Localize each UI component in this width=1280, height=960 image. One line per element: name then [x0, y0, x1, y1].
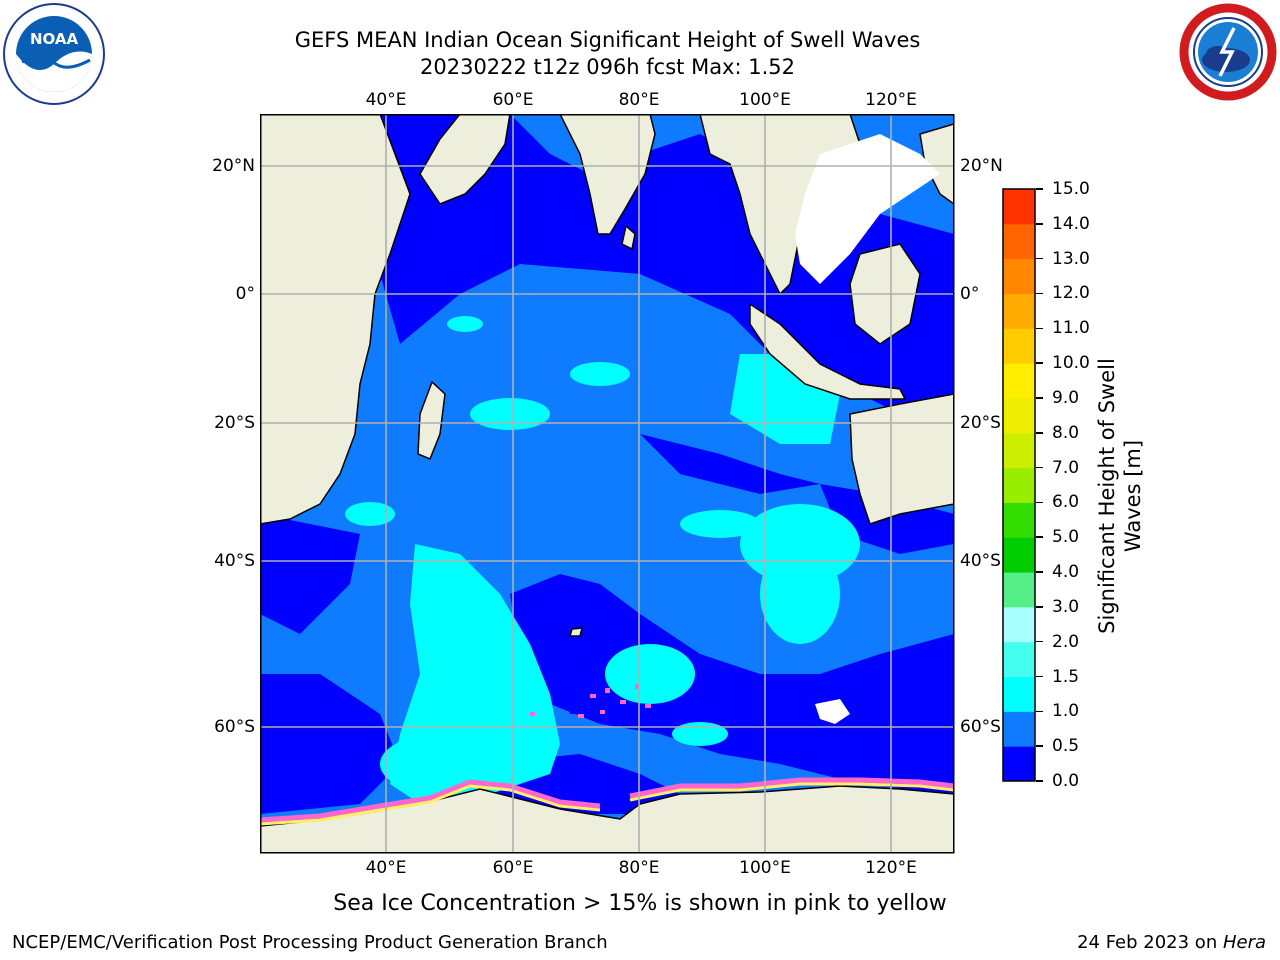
colorbar-tick-label: 10.0	[1052, 353, 1090, 374]
colorbar-tick-label: 1.0	[1052, 701, 1080, 722]
lat-tick-right: 40°S	[960, 551, 1001, 571]
lon-tick-top: 120°E	[865, 90, 917, 110]
colorbar-tick-label: 12.0	[1052, 283, 1090, 304]
colorbar-tick-label: 13.0	[1052, 248, 1090, 269]
nws-logo	[1179, 3, 1277, 101]
lon-tick-bottom: 40°E	[365, 858, 407, 878]
colorbar-tick-mark	[1036, 223, 1043, 225]
colorbar-swatch	[1003, 502, 1035, 538]
lon-tick-bottom: 80°E	[618, 858, 660, 878]
lat-tick-left: 40°S	[214, 551, 255, 571]
colorbar-label-line2: Waves [m]	[1121, 439, 1145, 553]
lat-tick-right: 60°S	[960, 717, 1001, 737]
sea-ice-caption: Sea Ice Concentration > 15% is shown in …	[333, 891, 947, 916]
lat-tick-left: 20°N	[212, 156, 255, 176]
colorbar-tick-label: 0.5	[1052, 736, 1080, 757]
colorbar-swatch	[1003, 363, 1035, 399]
lon-tick-bottom: 100°E	[739, 858, 791, 878]
lon-tick-top: 80°E	[618, 90, 660, 110]
footer-machine: Hera	[1222, 932, 1266, 953]
colorbar-swatch	[1003, 746, 1035, 782]
colorbar-swatch	[1003, 432, 1035, 469]
colorbar-swatch	[1003, 189, 1035, 225]
lat-tick-right: 20°N	[960, 156, 1003, 176]
colorbar-label: Significant Height of Swell Waves [m]	[1094, 346, 1146, 646]
colorbar-swatch	[1003, 641, 1035, 678]
land-masses	[260, 114, 954, 853]
colorbar-swatch	[1003, 293, 1035, 329]
colorbar-swatch	[1003, 258, 1035, 294]
footer-right: 24 Feb 2023 on Hera	[1077, 932, 1266, 954]
chart-title: GEFS MEAN Indian Ocean Significant Heigh…	[294, 28, 921, 52]
colorbar-tick-mark	[1036, 606, 1043, 608]
colorbar-tick-mark	[1036, 257, 1043, 260]
colorbar-tick-label: 5.0	[1052, 527, 1080, 548]
colorbar-tick-label: 14.0	[1052, 213, 1090, 234]
footer-left: NCEP/EMC/Verification Post Processing Pr…	[12, 932, 608, 953]
colorbar-tick-label: 0.0	[1052, 771, 1080, 791]
no-data-areas	[795, 134, 940, 724]
colorbar-tick-mark	[1036, 571, 1043, 573]
lon-tick-bottom: 60°E	[492, 858, 534, 878]
colorbar-swatch	[1003, 328, 1035, 364]
colorbar-tick-label: 7.0	[1052, 457, 1080, 478]
colorbar-tick-mark	[1036, 745, 1043, 747]
noaa-logo: NOAA	[3, 3, 105, 105]
colorbar-tick-mark	[1036, 466, 1043, 469]
lat-tick-left: 0°	[235, 284, 255, 304]
map-plot	[260, 114, 955, 854]
colorbar-tick-label: 1.5	[1052, 666, 1080, 687]
lon-tick-bottom: 120°E	[865, 858, 917, 878]
colorbar-tick-label: 2.0	[1052, 631, 1080, 652]
footer-date: 24 Feb 2023 on	[1077, 932, 1223, 953]
colorbar-tick-label: 15.0	[1052, 179, 1090, 199]
colorbar-tick-mark	[1036, 292, 1043, 295]
colorbar-tick-mark	[1036, 675, 1043, 678]
colorbar	[1002, 188, 1036, 782]
map-frame	[260, 114, 955, 854]
colorbar-tick-mark	[1036, 501, 1043, 504]
lat-tick-left: 20°S	[214, 413, 255, 433]
colorbar-swatch	[1003, 467, 1035, 503]
colorbar-swatch	[1003, 676, 1035, 712]
colorbar-tick-mark	[1036, 432, 1043, 434]
lat-tick-right: 0°	[960, 284, 980, 304]
colorbar-swatch	[1003, 397, 1035, 434]
colorbar-tick-label: 6.0	[1052, 492, 1080, 513]
chart-subtitle: 20230222 t12z 096h fcst Max: 1.52	[420, 55, 795, 79]
colorbar-label-line1: Significant Height of Swell	[1095, 358, 1119, 634]
colorbar-swatch	[1003, 711, 1035, 747]
colorbar-tick-mark	[1036, 188, 1043, 190]
colorbar-tick-mark	[1036, 327, 1043, 330]
colorbar-tick-mark	[1036, 397, 1043, 399]
colorbar-tick-mark	[1036, 710, 1043, 713]
colorbar-tick-label: 9.0	[1052, 387, 1080, 408]
lat-tick-left: 60°S	[214, 717, 255, 737]
colorbar-swatch	[1003, 606, 1035, 643]
colorbar-tick-label: 3.0	[1052, 596, 1080, 617]
lon-tick-top: 100°E	[739, 90, 791, 110]
colorbar-tick-mark	[1036, 640, 1043, 643]
colorbar-tick-label: 11.0	[1052, 318, 1090, 339]
graticule	[260, 114, 954, 853]
colorbar-swatch	[1003, 223, 1035, 260]
lat-tick-right: 20°S	[960, 413, 1001, 433]
lon-tick-top: 60°E	[492, 90, 534, 110]
colorbar-swatch	[1003, 572, 1035, 608]
colorbar-tick-mark	[1036, 536, 1043, 538]
colorbar-tick-label: 4.0	[1052, 562, 1080, 583]
sea-ice-edge	[260, 684, 954, 826]
colorbar-frame	[1002, 188, 1036, 782]
noaa-logo-text: NOAA	[30, 30, 79, 48]
colorbar-tick-mark	[1036, 780, 1043, 782]
colorbar-swatch	[1003, 537, 1035, 573]
colorbar-tick-label: 8.0	[1052, 422, 1080, 443]
lon-tick-top: 40°E	[365, 90, 407, 110]
colorbar-tick-mark	[1036, 362, 1043, 364]
